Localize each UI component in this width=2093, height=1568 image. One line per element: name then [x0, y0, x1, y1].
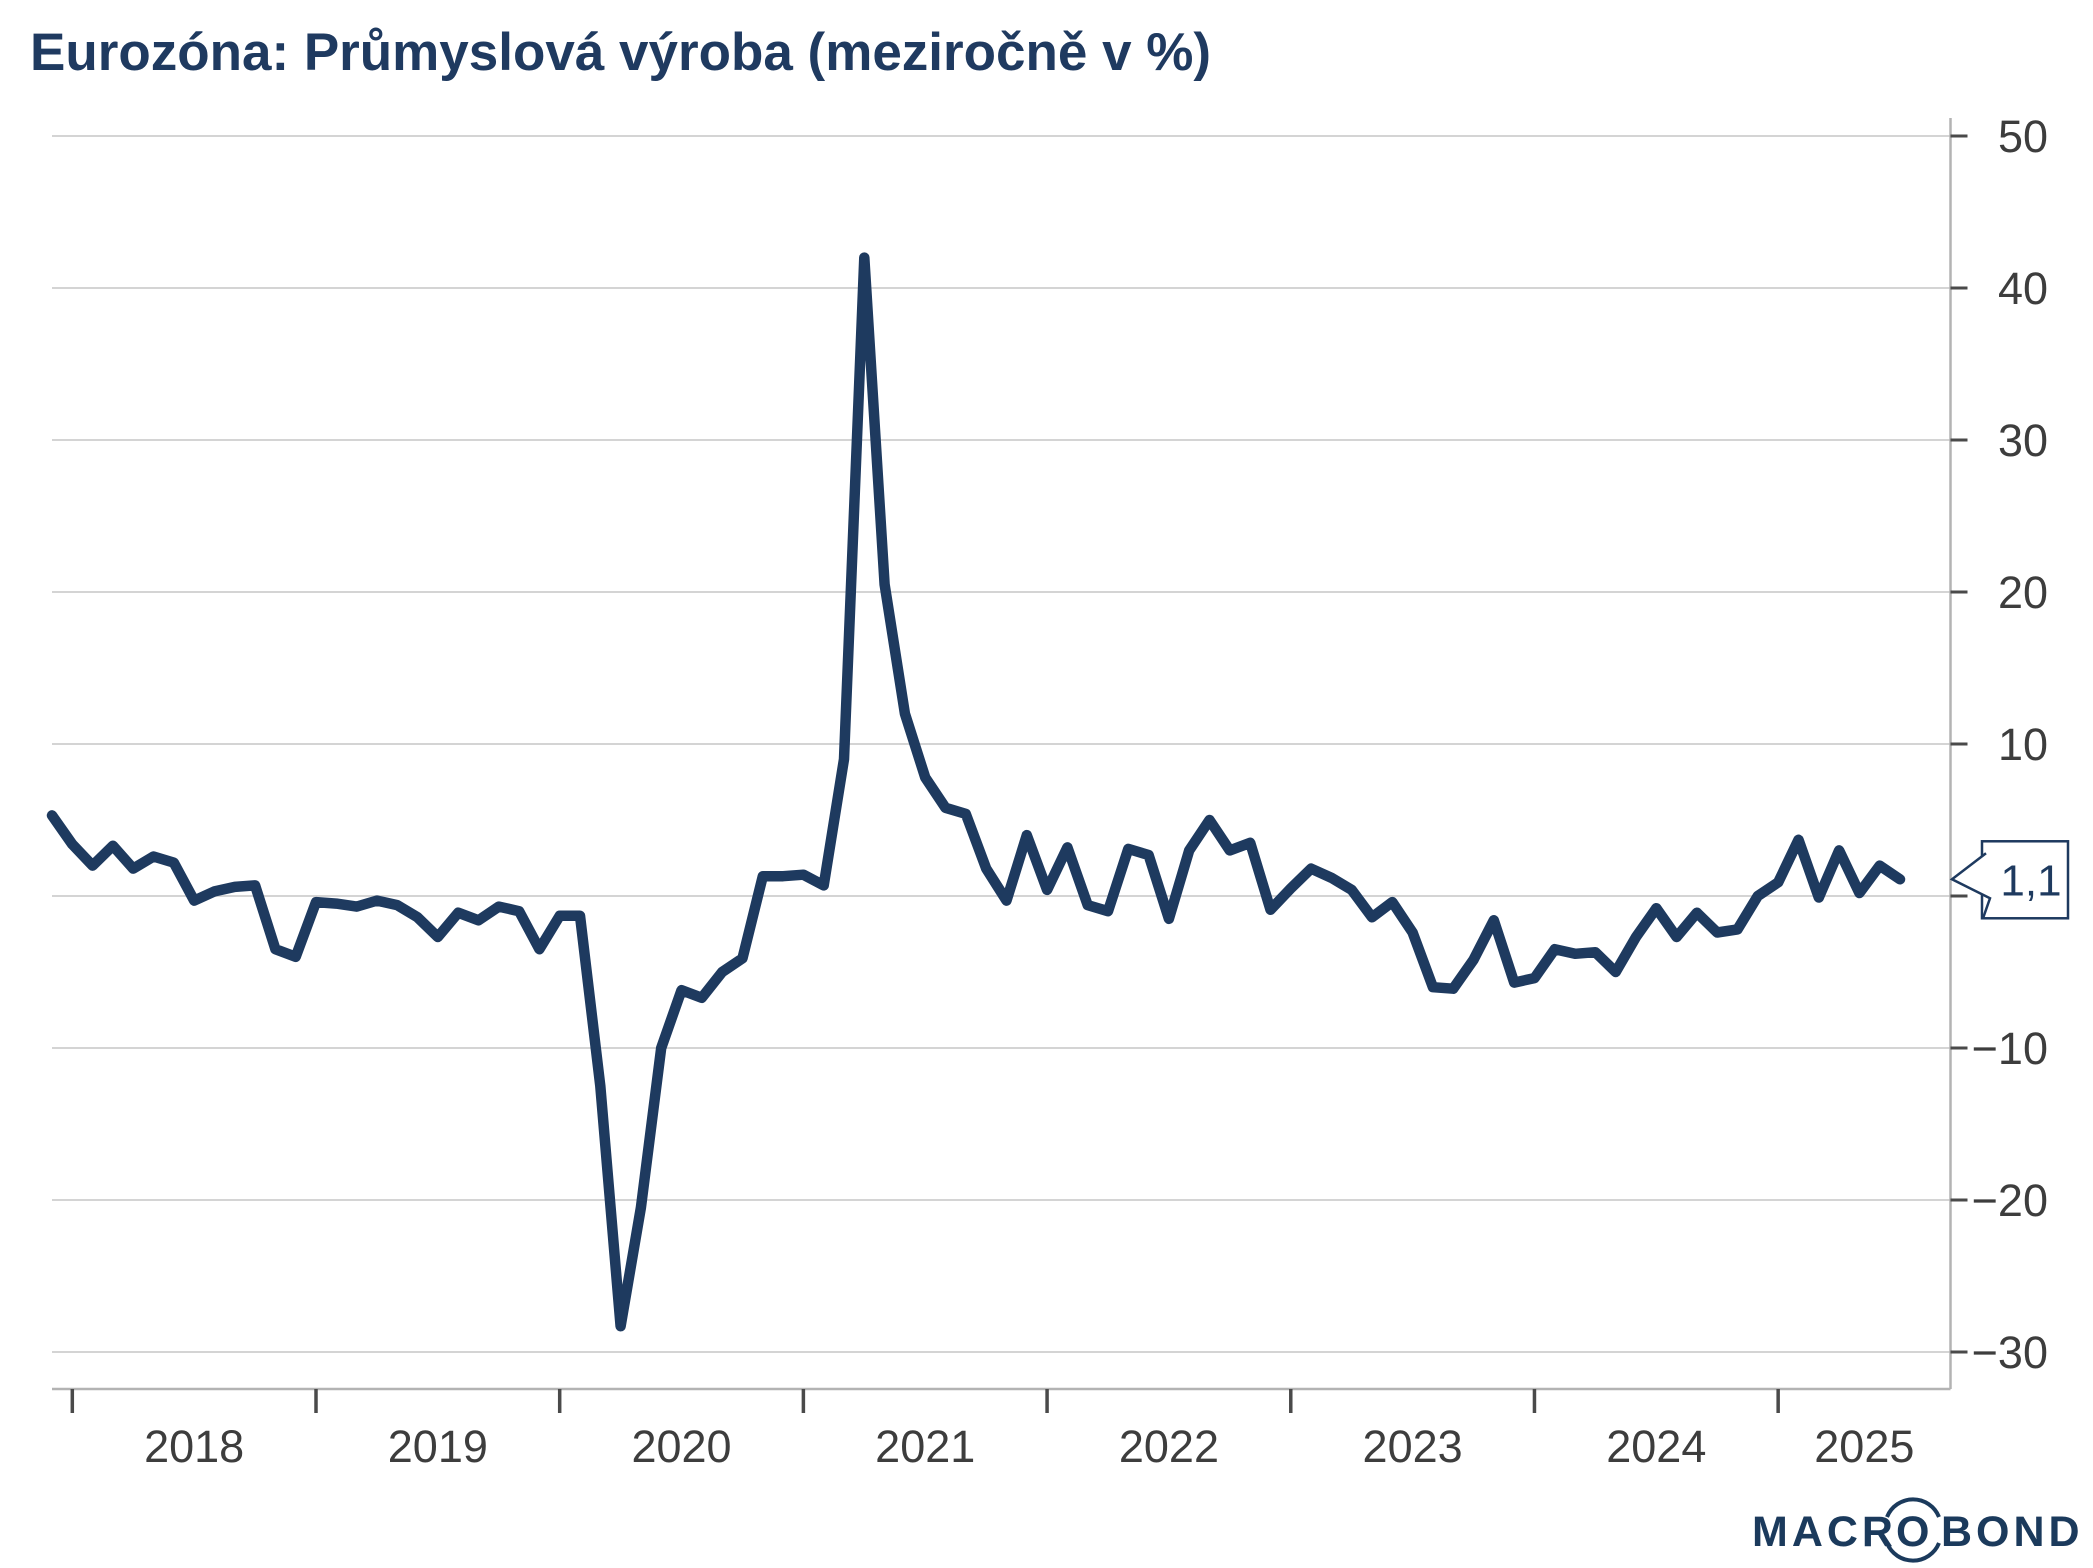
macrobond-logo: MACR O BOND	[1752, 1497, 2084, 1563]
x-year-label-2021: 2021	[875, 1421, 975, 1472]
callout-box	[1980, 840, 2070, 920]
logo-text-o: O	[1896, 1508, 1933, 1556]
y-tick-label-10: 10	[1998, 719, 2048, 770]
x-year-label-2018: 2018	[144, 1421, 244, 1472]
logo-text-bond: BOND	[1941, 1508, 2084, 1556]
last-value-callout: 1,1	[1949, 840, 2070, 920]
y-tick-label--10: −10	[1972, 1023, 2048, 1074]
logo-ring-top-arc	[1885, 1497, 1941, 1518]
callout-value-label: 1,1	[2000, 856, 2061, 905]
x-year-label-2022: 2022	[1119, 1421, 1219, 1472]
x-year-label-2024: 2024	[1606, 1421, 1706, 1472]
x-year-label-2019: 2019	[388, 1421, 488, 1472]
gridlines	[52, 135, 1951, 1353]
x-year-label-2020: 2020	[631, 1421, 731, 1472]
y-tick-label-30: 30	[1998, 415, 2048, 466]
series-line	[46, 252, 1906, 1332]
x-year-label-2025: 2025	[1814, 1421, 1914, 1472]
logo-ring-bottom-arc	[1885, 1542, 1941, 1563]
data-series	[46, 252, 1906, 1332]
y-tick-label--30: −30	[1972, 1327, 2048, 1378]
axes: 50 40 30 20 10 −10 −20 −30 2018 2019 2020 2021 2022 2…	[52, 111, 2048, 1472]
y-tick-label-40: 40	[1998, 263, 2048, 314]
callout-arrow	[1949, 852, 1992, 919]
y-tick-label-20: 20	[1998, 567, 2048, 618]
logo-text-macr: MACR	[1752, 1508, 1897, 1556]
chart-title: Eurozóna: Průmyslová výroba (meziročně v…	[30, 23, 1211, 82]
y-tick-label--20: −20	[1972, 1175, 2048, 1226]
x-year-label-2023: 2023	[1363, 1421, 1463, 1472]
y-tick-label-50: 50	[1998, 111, 2048, 162]
